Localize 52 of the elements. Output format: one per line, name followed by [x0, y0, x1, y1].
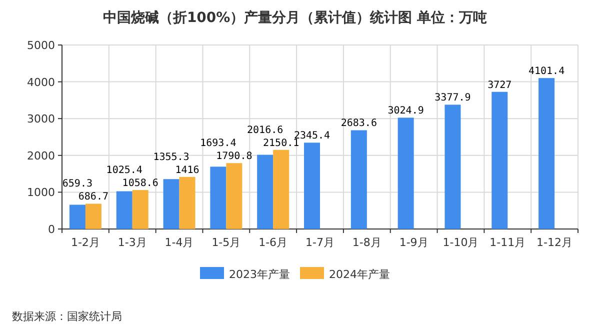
data-label: 3024.9 — [388, 106, 424, 117]
data-label: 1355.3 — [153, 152, 190, 163]
bar — [69, 204, 86, 229]
y-tick-label: 0 — [48, 223, 55, 236]
chart-title: 中国烧碱（折100%）产量分月（累计值）统计图 单位：万吨 — [102, 9, 488, 26]
y-tick-label: 1000 — [27, 186, 55, 200]
data-label: 1058.6 — [122, 178, 158, 190]
bar — [226, 163, 242, 229]
data-label: 1416 — [175, 164, 200, 176]
x-tick-label: 1-7月 — [306, 236, 334, 249]
data-label: 3377.9 — [434, 92, 471, 104]
bar — [398, 118, 414, 229]
x-tick-label: 1-2月 — [70, 236, 100, 249]
legend-label: 2023年产量 — [229, 268, 290, 281]
data-label: 1693.4 — [200, 138, 236, 150]
bar — [257, 154, 274, 229]
bar — [444, 104, 461, 229]
x-tick-label: 1-3月 — [118, 236, 147, 249]
bar — [210, 166, 226, 229]
source-note: 数据来源：国家统计局 — [12, 310, 122, 323]
x-tick-label: 1-10月 — [442, 236, 479, 249]
x-tick-label: 1-11月 — [490, 236, 526, 249]
bar — [492, 92, 508, 229]
data-label: 686.7 — [78, 192, 109, 203]
y-tick-label: 3000 — [27, 112, 55, 126]
data-label: 4101.4 — [528, 66, 565, 78]
data-label: 2683.6 — [340, 118, 377, 130]
x-tick-label: 1-8月 — [352, 236, 382, 249]
legend-label: 2024年产量 — [329, 268, 390, 281]
bar — [132, 190, 148, 229]
bar — [116, 191, 132, 229]
y-tick-label: 4000 — [27, 76, 55, 89]
x-tick-label: 1-12月 — [536, 236, 573, 249]
bar — [538, 78, 555, 229]
x-tick-label: 1-4月 — [164, 236, 194, 249]
x-tick-label: 1-9月 — [399, 236, 428, 249]
data-label: 2150.1 — [263, 138, 300, 149]
bar — [350, 130, 367, 229]
y-tick-label: 2000 — [27, 149, 55, 162]
x-tick-label: 1-5月 — [212, 236, 241, 249]
y-tick-label: 5000 — [27, 39, 55, 52]
x-tick-label: 1-6月 — [258, 236, 288, 249]
bar — [163, 179, 180, 229]
data-label: 659.3 — [62, 178, 93, 190]
data-label: 1790.8 — [216, 151, 252, 162]
bar — [273, 150, 290, 229]
bar — [304, 142, 320, 229]
data-label: 1025.4 — [106, 165, 142, 176]
data-label: 2016.6 — [247, 124, 284, 136]
data-label: 3727 — [488, 80, 512, 91]
bar — [85, 204, 102, 229]
bar — [179, 176, 196, 229]
